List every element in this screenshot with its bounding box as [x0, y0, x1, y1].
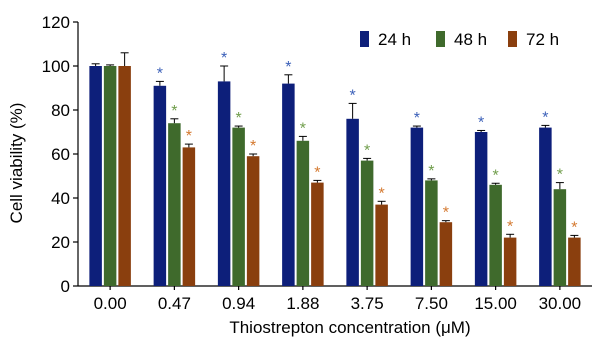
significance-star: * [557, 167, 563, 184]
legend: 24 h 48 h 72 h [360, 30, 559, 49]
bar-48h-0.94 [232, 127, 245, 286]
x-tick-label: 30.00 [539, 294, 582, 313]
significance-star: * [428, 163, 434, 180]
bar-24h-3.75 [346, 118, 359, 286]
bar-48h-0.47 [168, 123, 181, 286]
y-tick-label: 80 [51, 101, 70, 120]
bar-48h-30.00 [553, 189, 567, 286]
y-axis-label: Cell viability (%) [7, 103, 26, 224]
significance-star: * [507, 218, 513, 235]
bar-48h-0.00 [103, 66, 117, 286]
bars-layer: * * * * * * * * * * * * * * * * * * * * * [89, 50, 581, 287]
y-tick-label: 0 [61, 277, 70, 296]
legend-label: 72 h [526, 30, 559, 49]
x-tick-label: 0.47 [158, 294, 191, 313]
significance-star: * [571, 219, 577, 236]
significance-star: * [493, 167, 499, 184]
significance-star: * [364, 142, 370, 159]
significance-star: * [300, 120, 306, 137]
x-tick-label: 0.00 [94, 294, 127, 313]
significance-star: * [186, 128, 192, 145]
x-tick-label: 15.00 [474, 294, 517, 313]
bar-48h-7.50 [425, 180, 438, 286]
bar-72h-3.75 [375, 204, 388, 286]
bar-24h-1.88 [282, 83, 295, 286]
significance-star: * [285, 59, 291, 76]
y-tick-label: 60 [51, 145, 70, 164]
legend-swatch-24h [360, 31, 369, 47]
bar-72h-0.94 [246, 156, 260, 286]
significance-star: * [236, 110, 242, 127]
y-tick-label: 120 [42, 13, 70, 32]
x-tick-label: 3.75 [351, 294, 384, 313]
legend-label: 24 h [378, 30, 411, 49]
y-tick-label: 40 [51, 189, 70, 208]
y-tick-label: 20 [51, 233, 70, 252]
x-tick-label: 7.50 [415, 294, 448, 313]
bar-72h-15.00 [503, 237, 517, 286]
y-tick-label: 100 [42, 57, 70, 76]
bar-24h-7.50 [410, 127, 424, 286]
significance-star: * [443, 205, 449, 222]
legend-swatch-48h [436, 31, 445, 47]
bar-48h-3.75 [360, 160, 374, 286]
significance-star: * [478, 114, 484, 131]
significance-star: * [250, 138, 256, 155]
significance-star: * [542, 109, 548, 126]
significance-star: * [171, 103, 177, 120]
significance-star: * [379, 185, 385, 202]
x-tick-label: 1.88 [286, 294, 319, 313]
bar-48h-1.88 [296, 140, 310, 286]
bar-48h-15.00 [489, 184, 502, 286]
bar-72h-30.00 [568, 237, 581, 286]
significance-star: * [314, 164, 320, 181]
x-axis-label: Thiostrepton concentration (μM) [229, 318, 470, 337]
bar-24h-0.94 [217, 81, 231, 287]
x-tick-label: 0.94 [222, 294, 255, 313]
significance-star: * [221, 50, 227, 67]
labels-layer: Cell viability (%) Thiostrepton concentr… [7, 103, 471, 337]
bar-72h-0.47 [182, 147, 196, 286]
legend-swatch-72h [508, 31, 517, 47]
bar-72h-7.50 [439, 222, 453, 286]
bar-24h-30.00 [539, 127, 552, 286]
legend-label: 48 h [454, 30, 487, 49]
significance-star: * [157, 65, 163, 82]
bar-24h-15.00 [474, 132, 488, 286]
significance-star: * [350, 87, 356, 104]
bar-24h-0.00 [89, 66, 102, 286]
axes-layer: 0 20 40 60 80 100 120 0.00 0.47 0.94 1.88 3.75 7.50 1… [42, 13, 592, 313]
bar-24h-0.47 [153, 85, 167, 286]
bar-72h-0.00 [118, 66, 131, 286]
bar-72h-1.88 [311, 182, 324, 286]
significance-star: * [414, 110, 420, 127]
